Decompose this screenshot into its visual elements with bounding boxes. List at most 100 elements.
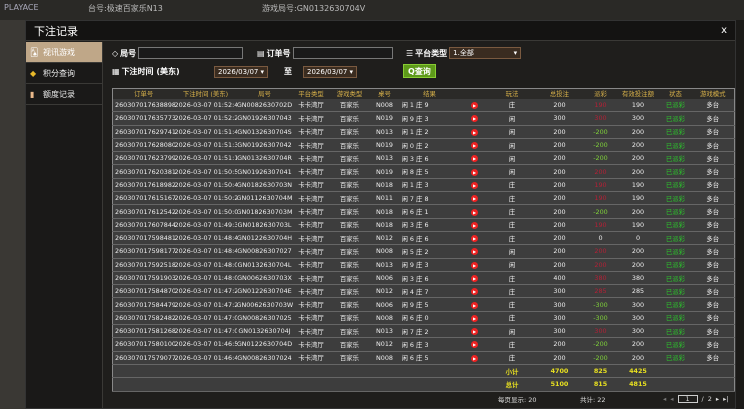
replay-cell: ▶ (459, 164, 490, 179)
column-header: 状态 (659, 88, 692, 99)
chevron-down-icon: ▾ (513, 49, 518, 57)
sidebar-item-label: 视讯游戏 (43, 47, 75, 57)
cell-payout: 380 (584, 271, 617, 286)
play-video-icon[interactable]: ▶ (471, 181, 478, 189)
play-video-icon[interactable]: ▶ (471, 314, 478, 322)
cell-payout: -200 (584, 337, 617, 352)
column-header: 派彩 (584, 88, 617, 99)
cell-platform: 卡卡湾厅 (292, 151, 330, 166)
cell-table-no: N008 (369, 311, 400, 326)
play-video-icon[interactable]: ▶ (471, 261, 478, 269)
cell-platform: 卡卡湾厅 (292, 111, 330, 126)
replay-cell: ▶ (459, 178, 490, 193)
page-input[interactable]: 1 (677, 394, 698, 403)
cell-game-type: 百家乐 (329, 151, 370, 166)
play-video-icon[interactable]: ▶ (471, 288, 478, 296)
cell-order-no: 260307017615167 (112, 191, 175, 206)
empty-cell (369, 377, 400, 392)
table-row: 260307017584479 2026-03-07 01:47:20 GN0062… (112, 297, 735, 312)
play-video-icon[interactable]: ▶ (471, 248, 478, 256)
cell-bet-type: 庄 (489, 204, 535, 219)
play-video-icon[interactable]: ▶ (471, 101, 478, 109)
play-video-icon[interactable]: ▶ (471, 128, 478, 136)
cell-status: 已派彩 (659, 311, 692, 326)
subtotal-valid: 4425 (616, 364, 660, 379)
empty-cell (236, 364, 293, 379)
modal-titlebar: 下注记录 x (26, 21, 735, 41)
order-input[interactable] (292, 47, 393, 59)
cell-order-no: 260307017591903 (112, 271, 175, 286)
cell-game-mode: 多台 (691, 125, 735, 139)
play-video-icon[interactable]: ▶ (471, 142, 478, 150)
page-count: 2 (707, 394, 712, 403)
total-valid: 4815 (616, 377, 660, 392)
play-video-icon[interactable]: ▶ (471, 195, 478, 203)
cell-game-type: 百家乐 (329, 191, 370, 206)
table-label: 台号:极速百家乐N13 (88, 4, 163, 13)
column-header: 有效投注额 (616, 88, 660, 99)
cell-round-no: GN00826307024 (236, 351, 293, 365)
empty-cell (174, 364, 237, 379)
empty-cell (399, 377, 460, 392)
play-video-icon[interactable]: ▶ (471, 221, 478, 229)
cell-game-type: 百家乐 (329, 125, 370, 139)
cell-bet-time: 2026-03-07 01:49:36 (174, 218, 237, 232)
query-button[interactable]: Q 查询 (403, 64, 436, 78)
play-video-icon[interactable]: ▶ (471, 301, 478, 309)
cell-valid-bet: 190 (616, 191, 660, 206)
cell-valid-bet: 200 (616, 164, 660, 179)
table-row: 260307017623799 2026-03-07 01:51:13 GN0132… (112, 151, 735, 166)
cell-payout: -300 (584, 311, 617, 326)
play-video-icon[interactable]: ▶ (471, 275, 478, 282)
sidebar-item-label: 积分查询 (43, 68, 75, 78)
play-video-icon[interactable]: ▶ (471, 155, 478, 163)
play-video-icon[interactable]: ▶ (471, 328, 478, 336)
cell-status: 已派彩 (659, 125, 692, 139)
play-video-icon[interactable]: ▶ (471, 354, 478, 362)
filter-bar: ◇ 局号 ▤ 订单号 ☰ 平台类型 1.全部 ▾ ▦ 下注时间 (美东) 2026/03/0… (112, 42, 732, 88)
platform-select[interactable]: 1.全部 ▾ (449, 47, 522, 59)
empty-cell (659, 377, 692, 392)
date-to-value: 2026/03/07 (307, 68, 348, 76)
cell-bet-type: 庄 (489, 337, 535, 352)
round-input[interactable] (138, 47, 244, 59)
date-to-select[interactable]: 2026/03/07 ▾ (303, 66, 357, 78)
close-icon[interactable]: x (721, 25, 727, 36)
cell-status: 已派彩 (659, 138, 692, 153)
last-page-icon[interactable]: ▸| (723, 394, 729, 403)
cell-round-no: GN0122630704H (236, 231, 293, 246)
column-header (459, 88, 490, 99)
sidebar-item-points[interactable]: ◆ 积分查询 (26, 63, 102, 84)
cell-bet-type: 闲 (489, 258, 535, 272)
total-count: 共计: 22 (580, 395, 606, 404)
first-page-icon[interactable]: ◂ (663, 394, 667, 403)
cell-game-mode: 多台 (691, 324, 735, 339)
cell-bet-type: 闲 (489, 138, 535, 153)
cell-order-no: 260307017582482 (112, 311, 175, 326)
cell-platform: 卡卡湾厅 (292, 125, 330, 139)
sidebar-item-credit-records[interactable]: ▮ 额度记录 (26, 84, 102, 105)
date-from-select[interactable]: 2026/03/07 ▾ (214, 66, 268, 78)
empty-cell (292, 364, 330, 379)
replay-cell: ▶ (459, 337, 490, 352)
cell-total-bet: 200 (534, 231, 585, 246)
play-video-icon[interactable]: ▶ (471, 208, 478, 216)
per-page-label: 每页显示: 20 (498, 395, 537, 404)
playace-logo: PLAYACE (4, 3, 39, 12)
replay-cell: ▶ (459, 138, 490, 153)
cell-total-bet: 400 (534, 271, 585, 286)
table-row: 260307017592518 2026-03-07 01:48:06 GN0132… (112, 258, 735, 272)
play-video-icon[interactable]: ▶ (471, 115, 478, 123)
sidebar-item-live-games[interactable]: 🂡 视讯游戏 (26, 42, 102, 63)
column-header: 平台类型 (292, 88, 330, 99)
cell-total-bet: 300 (534, 297, 585, 312)
prev-page-icon[interactable]: ◂ (670, 394, 674, 403)
empty-cell (329, 377, 370, 392)
play-video-icon[interactable]: ▶ (471, 168, 478, 176)
next-page-icon[interactable]: ▸ (715, 394, 720, 403)
empty-cell (399, 364, 460, 379)
column-header: 游戏模式 (691, 88, 735, 99)
play-video-icon[interactable]: ▶ (471, 341, 478, 349)
cell-result: 闲 6 庄 0 (399, 311, 460, 326)
play-video-icon[interactable]: ▶ (471, 235, 478, 243)
